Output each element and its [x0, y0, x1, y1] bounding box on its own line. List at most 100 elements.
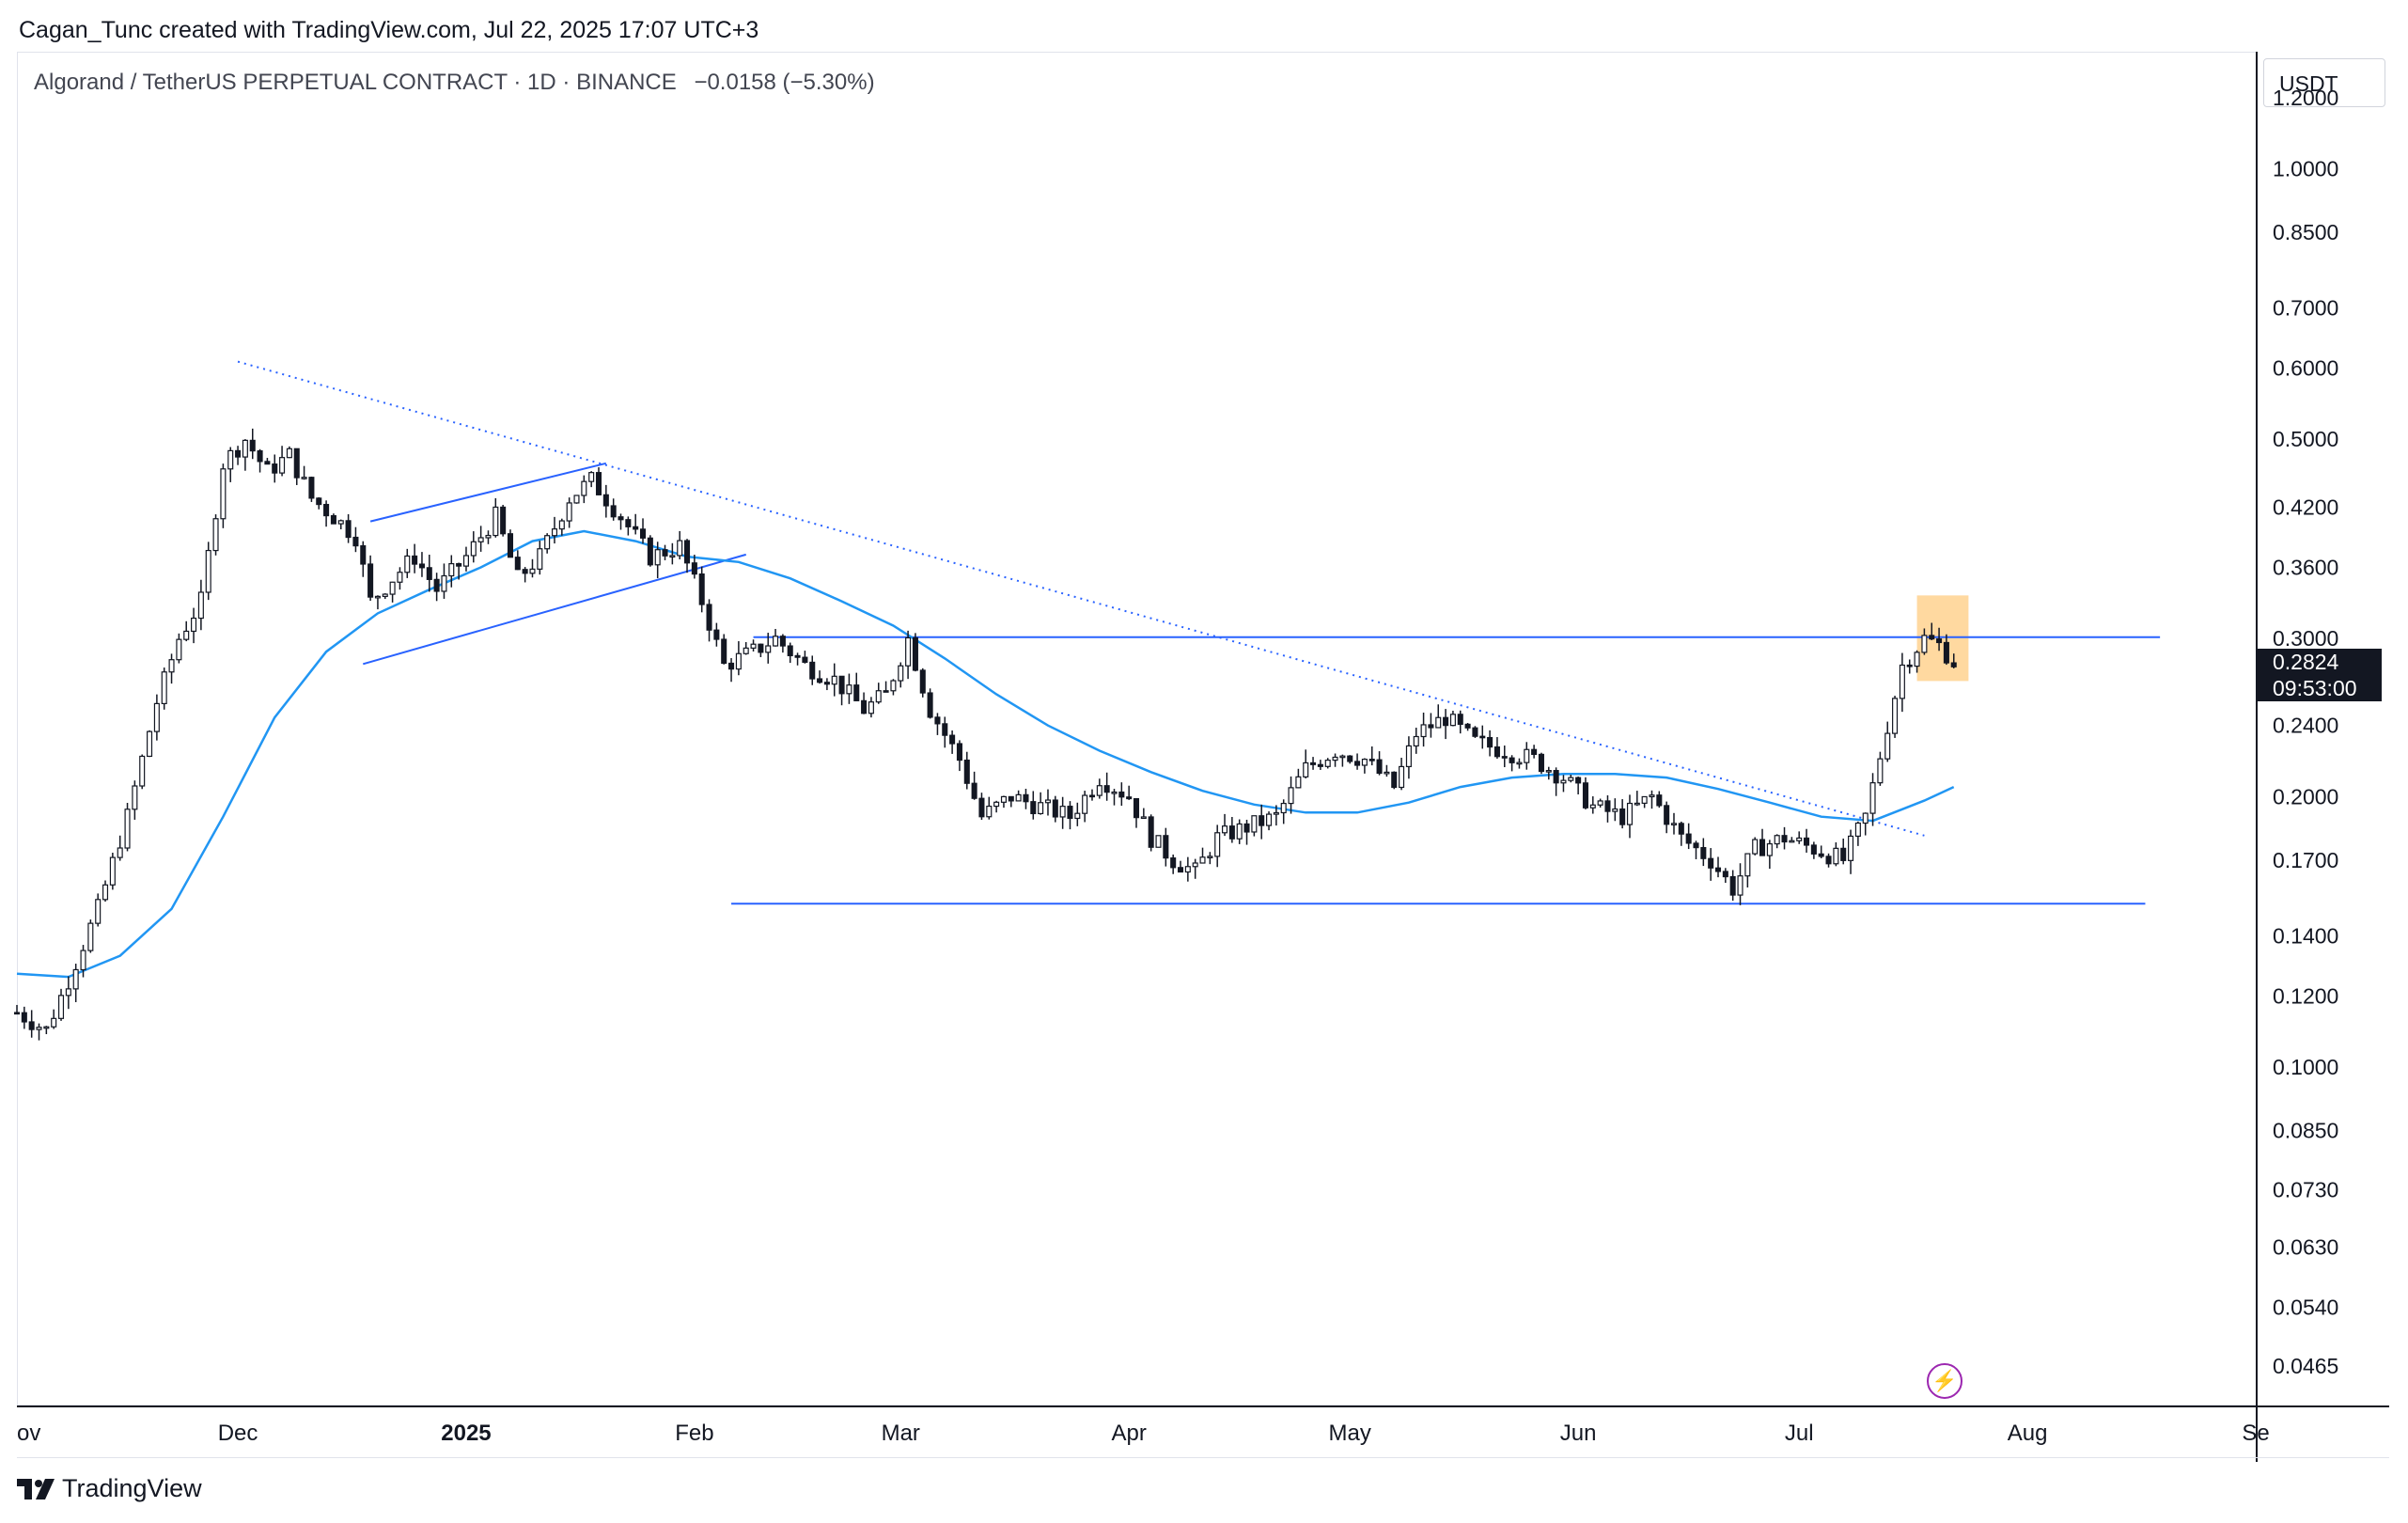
candle [625, 516, 632, 536]
candle [1516, 758, 1523, 769]
candle [787, 642, 793, 664]
candle [1140, 808, 1147, 820]
candle [1303, 749, 1309, 779]
candle-body [1288, 787, 1294, 805]
candle-body [1155, 835, 1162, 848]
candle [1774, 834, 1780, 849]
candle [279, 446, 286, 477]
candle-body [1722, 871, 1728, 878]
candle [183, 620, 190, 642]
candle-body [1420, 724, 1427, 738]
price-tick-label: 0.3000 [2273, 626, 2338, 651]
candle [293, 447, 300, 485]
candle-body [1059, 806, 1066, 818]
candle [1714, 856, 1722, 878]
candle [337, 519, 344, 530]
candle [831, 663, 837, 697]
candle [1280, 799, 1287, 824]
candle-body [1936, 638, 1943, 644]
candles-group [13, 428, 1957, 1041]
candle [934, 713, 941, 735]
symbol-legend[interactable]: Algorand / TetherUS PERPETUAL CONTRACT ·… [34, 70, 875, 96]
candle-body [1729, 875, 1736, 896]
channel-lower-line [362, 553, 746, 666]
candle-body [323, 503, 330, 517]
current-price-value: 0.2824 [2273, 650, 2339, 675]
candle-body [1457, 714, 1463, 725]
candle [1184, 856, 1191, 882]
candle-body [1376, 759, 1383, 775]
candle-body [456, 563, 462, 567]
candle-body [529, 568, 536, 574]
currency-unit-button[interactable]: USDT [2263, 58, 2385, 107]
candle [1221, 813, 1228, 837]
tradingview-logo[interactable]: TradingView [17, 1474, 202, 1503]
candle-body [1347, 755, 1353, 762]
candle-body [1052, 799, 1058, 818]
candle-body [1619, 808, 1626, 825]
candle [1317, 760, 1323, 770]
candle [360, 541, 367, 577]
candle [942, 716, 948, 748]
candle-body [1000, 795, 1007, 803]
candle-body [934, 716, 941, 725]
candle-body [1443, 716, 1449, 727]
candle-body [573, 495, 580, 504]
candle-body [1568, 777, 1574, 781]
candle-body [1251, 815, 1258, 833]
candle [1943, 634, 1949, 666]
candle-body [212, 518, 219, 552]
candle-body [1744, 853, 1751, 877]
candle-body [493, 506, 499, 537]
candle-body [522, 569, 528, 574]
candle [1310, 757, 1317, 770]
candle-body [1082, 794, 1088, 814]
channel-upper-line [369, 462, 607, 523]
candle-body [301, 477, 307, 479]
candle-body [1310, 762, 1317, 765]
candle [485, 530, 492, 544]
candle-body [1626, 802, 1634, 825]
candle [301, 465, 307, 480]
candle-body [993, 801, 1000, 808]
candle-body [588, 472, 595, 482]
candle [1163, 827, 1169, 867]
candle [1177, 860, 1184, 873]
lightning-icon[interactable]: ⚡ [1927, 1363, 1962, 1399]
candle [1862, 812, 1869, 836]
candle-body [919, 669, 926, 694]
candle-body [418, 563, 425, 569]
candle-body [1929, 635, 1935, 640]
candle-body [21, 1012, 27, 1023]
candle [1804, 828, 1810, 853]
candle-body [272, 463, 278, 474]
candle-body [537, 548, 543, 570]
candle [1361, 758, 1368, 774]
candle-body [168, 659, 175, 673]
candle-body [1228, 825, 1235, 840]
candle [1420, 712, 1427, 747]
candle-body [1103, 785, 1110, 793]
candle-body [205, 549, 211, 593]
candle-body [1074, 812, 1081, 820]
chart-pane[interactable] [17, 52, 2256, 1405]
candle-body [1399, 765, 1405, 789]
candle [456, 562, 462, 580]
candle-body [1067, 806, 1073, 820]
candle-body [1664, 805, 1670, 825]
candle [1884, 721, 1891, 762]
candle-body [773, 636, 779, 647]
candle-body [1038, 802, 1044, 815]
candle-body [1796, 837, 1803, 841]
candle [1936, 627, 1943, 652]
candle-body [1700, 846, 1707, 859]
candle [1347, 755, 1353, 764]
symbol-title: Algorand / TetherUS PERPETUAL CONTRACT ·… [34, 70, 677, 95]
candle [1332, 753, 1338, 767]
candle-body [1259, 815, 1265, 826]
candle-body [389, 581, 396, 595]
candle [1207, 852, 1213, 865]
candle-body [1943, 641, 1949, 664]
candle-body [485, 534, 492, 539]
